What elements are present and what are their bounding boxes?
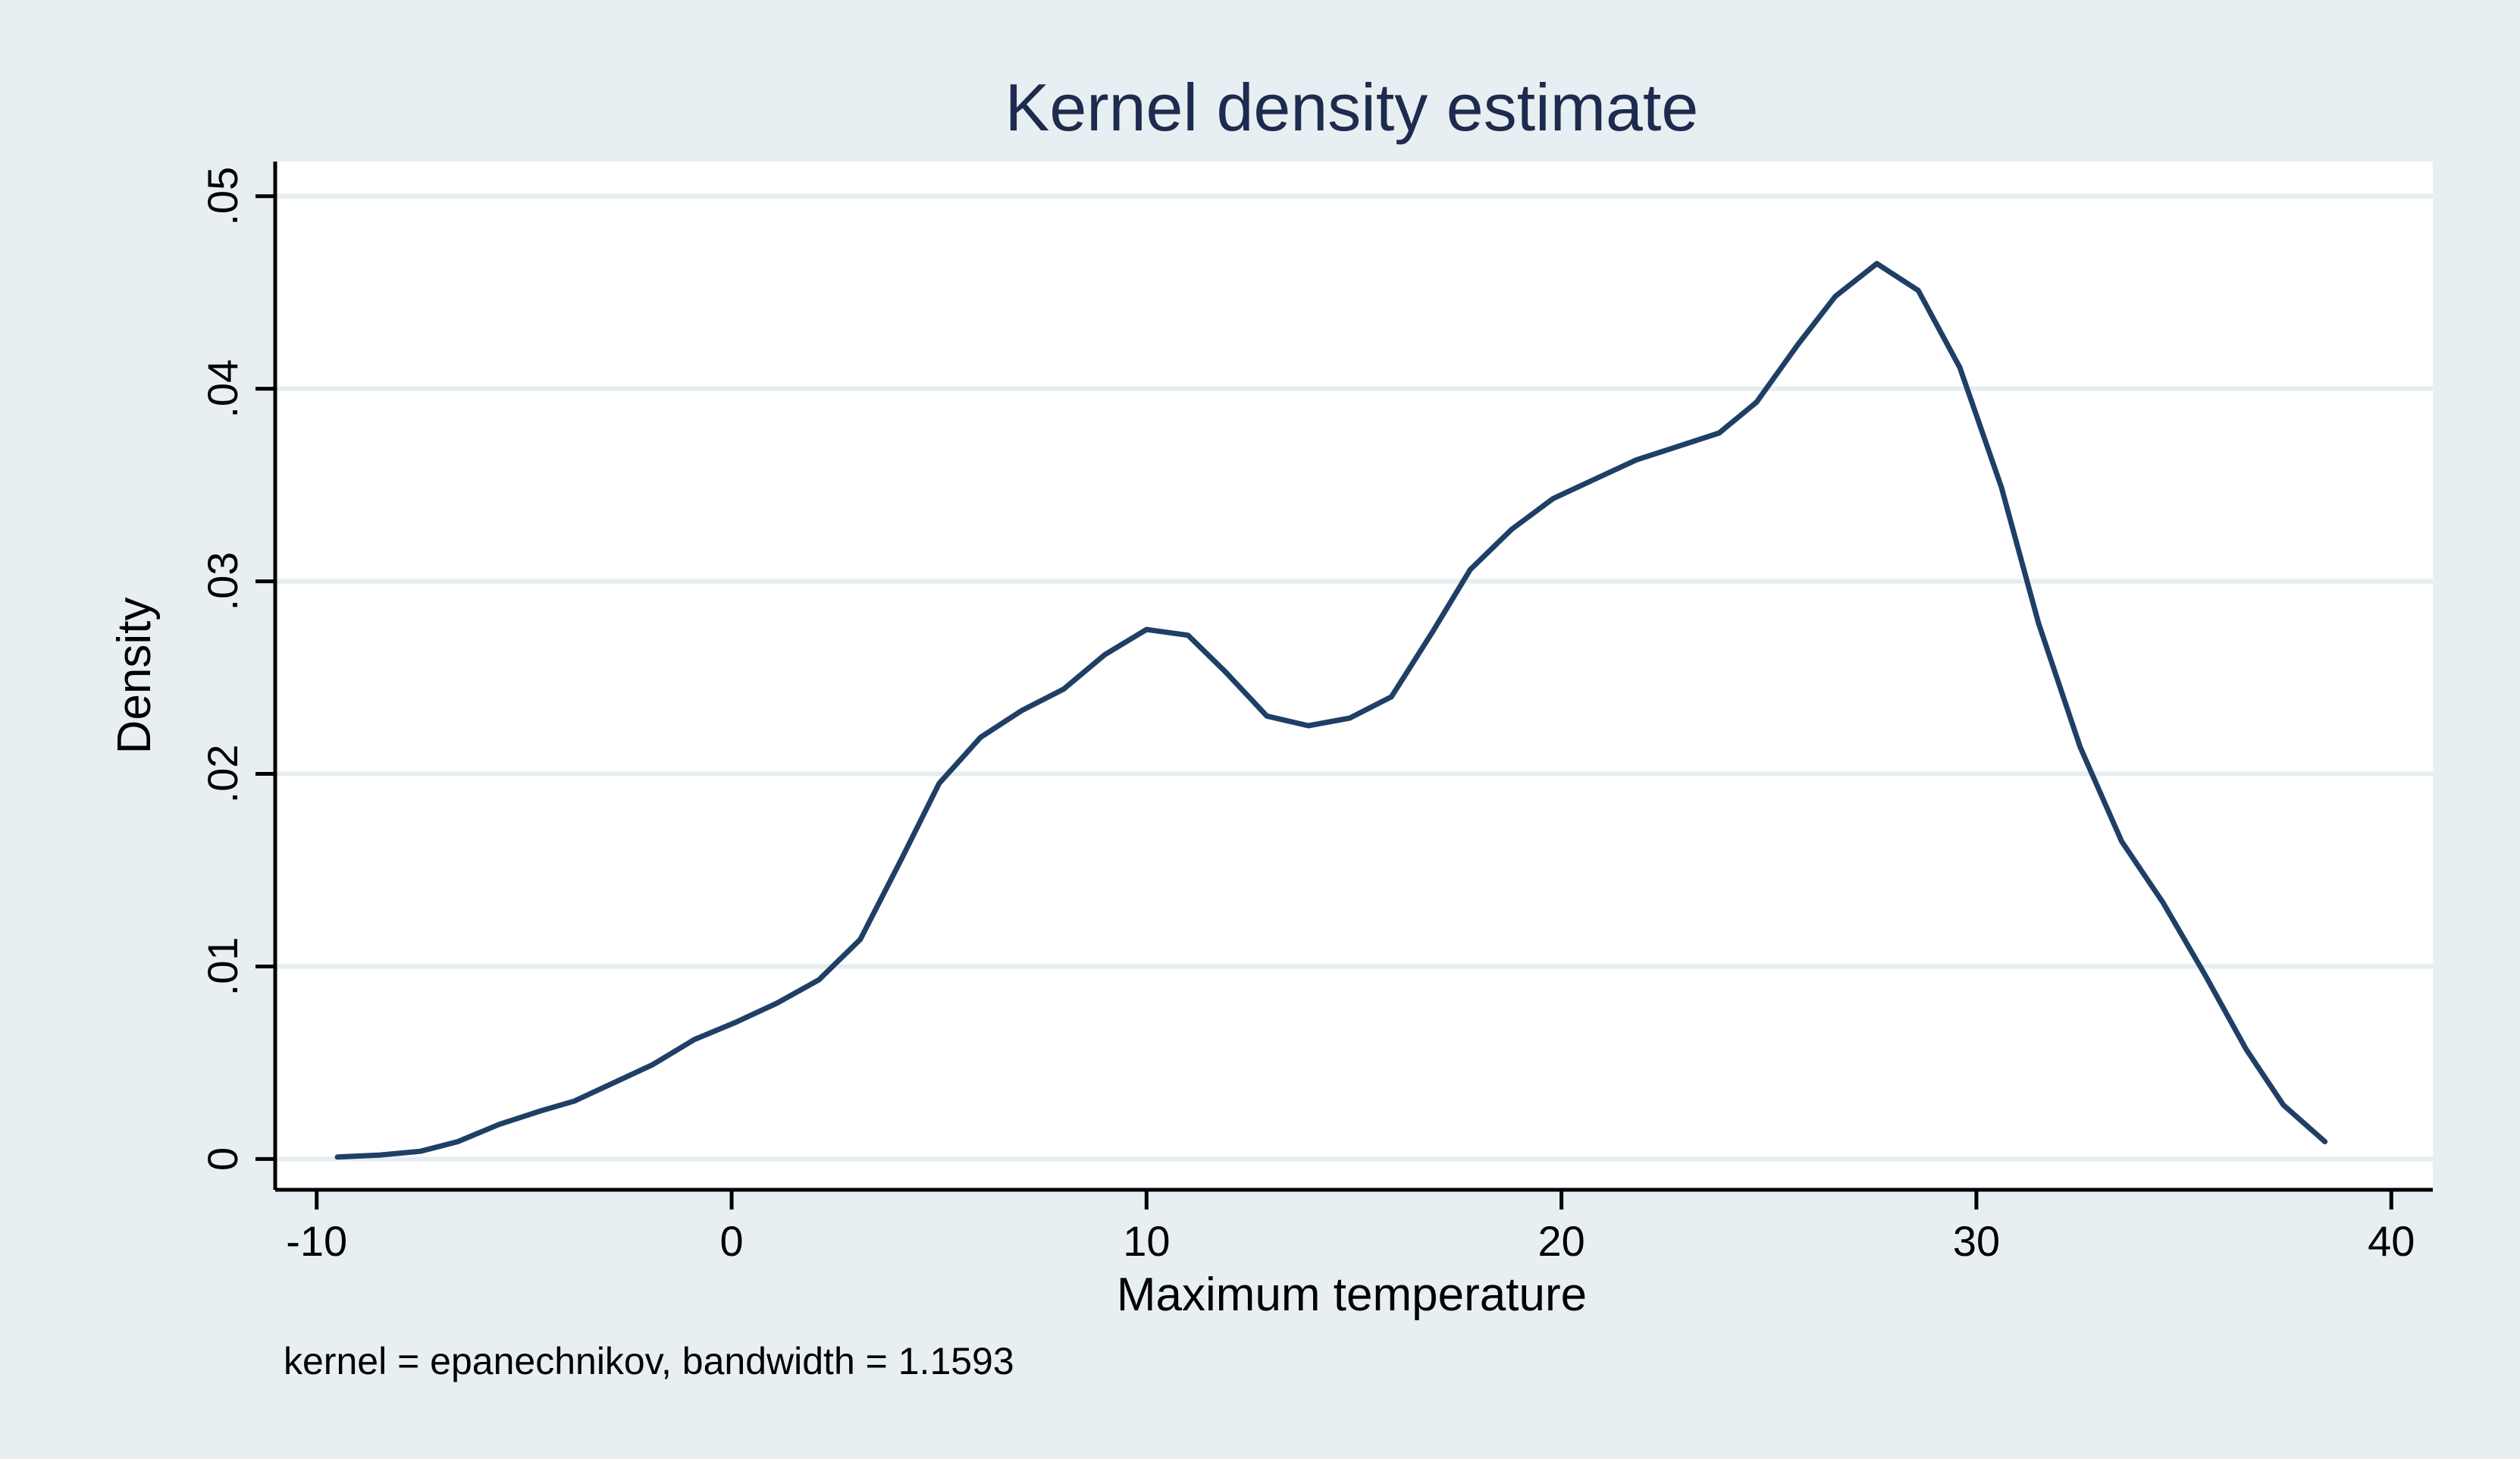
grid-lines: [275, 193, 2433, 1162]
y-axis-label: Density: [108, 598, 161, 755]
y-tick-label: .04: [199, 359, 246, 419]
chart-title: Kernel density estimate: [1005, 70, 1699, 145]
x-ticks: -10 0 10 20 30 40: [286, 1190, 2415, 1265]
x-tick-label: 0: [719, 1217, 743, 1265]
x-tick-label: 10: [1123, 1217, 1170, 1265]
y-tick-label: 0: [199, 1147, 246, 1171]
y-ticks: 0 .01 .02 .03 .04 .05: [199, 167, 275, 1171]
x-tick-label: 20: [1538, 1217, 1585, 1265]
y-tick-label: .03: [199, 552, 246, 611]
plot-background: [275, 162, 2433, 1190]
y-tick-label: .05: [199, 167, 246, 226]
x-axis-label: Maximum temperature: [1117, 1269, 1587, 1321]
kernel-note: kernel = epanechnikov, bandwidth = 1.159…: [284, 1340, 1014, 1382]
x-tick-label: 30: [1953, 1217, 2000, 1265]
x-tick-label: -10: [286, 1217, 347, 1265]
y-tick-label: .02: [199, 745, 246, 804]
x-tick-label: 40: [2368, 1217, 2415, 1265]
y-tick-label: .01: [199, 937, 246, 996]
density-line: [334, 261, 2328, 1160]
